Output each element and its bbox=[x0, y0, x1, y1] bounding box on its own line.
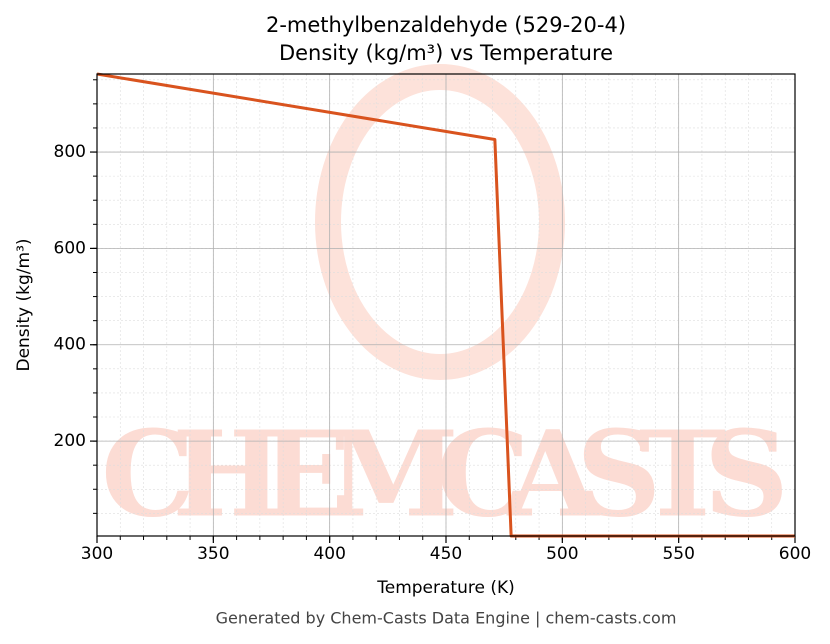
plot-frame bbox=[96, 73, 796, 537]
x-tick-label: 400 bbox=[313, 544, 345, 564]
x-axis-label: Temperature (K) bbox=[376, 578, 515, 598]
x-tick-label: 550 bbox=[662, 544, 694, 564]
y-axis-label: Density (kg/m³) bbox=[14, 238, 34, 371]
y-tick-label: 400 bbox=[54, 335, 86, 355]
footer: Generated by Chem-Casts Data Engine | ch… bbox=[216, 609, 677, 628]
y-tick-label: 200 bbox=[54, 431, 86, 451]
y-tick-label: 600 bbox=[54, 238, 86, 258]
x-tick-label: 500 bbox=[546, 544, 578, 564]
chart-title: 2-methylbenzaldehyde (529-20-4) bbox=[266, 13, 626, 37]
x-tick-label: 600 bbox=[779, 544, 811, 564]
chart-subtitle: Density (kg/m³) vs Temperature bbox=[279, 41, 613, 65]
watermark-logo bbox=[315, 64, 565, 380]
watermark: CHEMCASTS bbox=[101, 405, 791, 544]
y-tick-label: 800 bbox=[54, 142, 86, 162]
x-tick-label: 450 bbox=[430, 544, 462, 564]
x-tick-label: 300 bbox=[81, 544, 113, 564]
x-tick-label: 350 bbox=[197, 544, 229, 564]
